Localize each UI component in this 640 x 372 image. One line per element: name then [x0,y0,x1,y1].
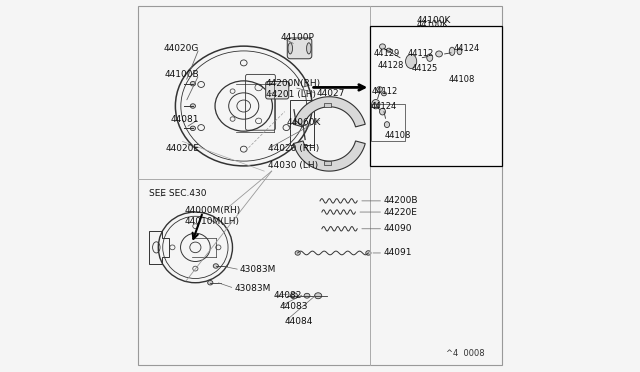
Text: 44200B: 44200B [383,196,418,205]
Ellipse shape [436,51,442,57]
Ellipse shape [380,108,385,115]
Text: 44100P: 44100P [281,33,315,42]
Bar [371,104,405,141]
Bar [291,100,314,145]
Bar [324,103,331,107]
Ellipse shape [449,47,455,55]
Text: 44000M(RH): 44000M(RH) [184,206,241,215]
Text: 44020 (RH): 44020 (RH) [268,144,319,153]
FancyBboxPatch shape [287,38,312,59]
Text: 44125: 44125 [411,64,437,73]
Ellipse shape [381,92,387,96]
Ellipse shape [295,251,300,255]
Ellipse shape [213,264,218,268]
Text: 44083: 44083 [279,302,308,311]
Ellipse shape [376,87,383,92]
Text: 44081: 44081 [171,115,199,124]
Text: 44020E: 44020E [165,144,199,153]
Ellipse shape [190,81,195,86]
Ellipse shape [387,48,391,52]
Ellipse shape [291,293,298,299]
Text: 44201 (LH): 44201 (LH) [266,90,316,99]
Text: SEE SEC.430: SEE SEC.430 [149,189,206,198]
Text: 44129: 44129 [374,49,400,58]
Text: 44091: 44091 [383,248,412,257]
Ellipse shape [372,100,380,109]
Polygon shape [293,141,365,171]
Text: 44108: 44108 [385,131,412,140]
Ellipse shape [190,126,195,131]
Text: 44030 (LH): 44030 (LH) [268,161,318,170]
Text: 44084: 44084 [285,317,313,326]
Text: 44112: 44112 [371,87,397,96]
Text: 44100K: 44100K [417,20,449,29]
Text: ^4  0008: ^4 0008 [447,349,485,358]
Text: 43083M: 43083M [234,284,271,293]
Text: 44010M(LH): 44010M(LH) [184,217,239,226]
Text: 43083M: 43083M [240,265,276,274]
Polygon shape [293,97,365,127]
Ellipse shape [457,48,462,55]
Ellipse shape [427,54,433,61]
Text: 44220E: 44220E [383,208,417,217]
Ellipse shape [365,251,371,255]
Text: 44128: 44128 [378,61,404,70]
Text: 44020G: 44020G [164,44,199,53]
Text: 44100B: 44100B [164,70,199,79]
Ellipse shape [380,44,385,49]
Text: 44124: 44124 [454,44,480,53]
Ellipse shape [385,122,390,128]
Text: 44027: 44027 [316,89,345,97]
Text: 44112: 44112 [408,49,434,58]
Text: 44082: 44082 [273,291,302,300]
Ellipse shape [406,54,417,68]
Bar [324,161,331,165]
Text: 44200N(RH): 44200N(RH) [266,79,321,88]
Ellipse shape [307,43,311,54]
Text: 44060K: 44060K [287,118,321,127]
Ellipse shape [288,43,292,54]
Bar [370,26,502,166]
Ellipse shape [190,104,195,108]
Text: 44100K: 44100K [417,16,451,25]
Text: 44124: 44124 [370,102,396,110]
Text: 44090: 44090 [383,224,412,233]
Text: 44108: 44108 [449,76,475,84]
Ellipse shape [304,293,310,298]
Ellipse shape [315,293,322,299]
FancyBboxPatch shape [266,81,289,99]
Ellipse shape [207,280,213,285]
